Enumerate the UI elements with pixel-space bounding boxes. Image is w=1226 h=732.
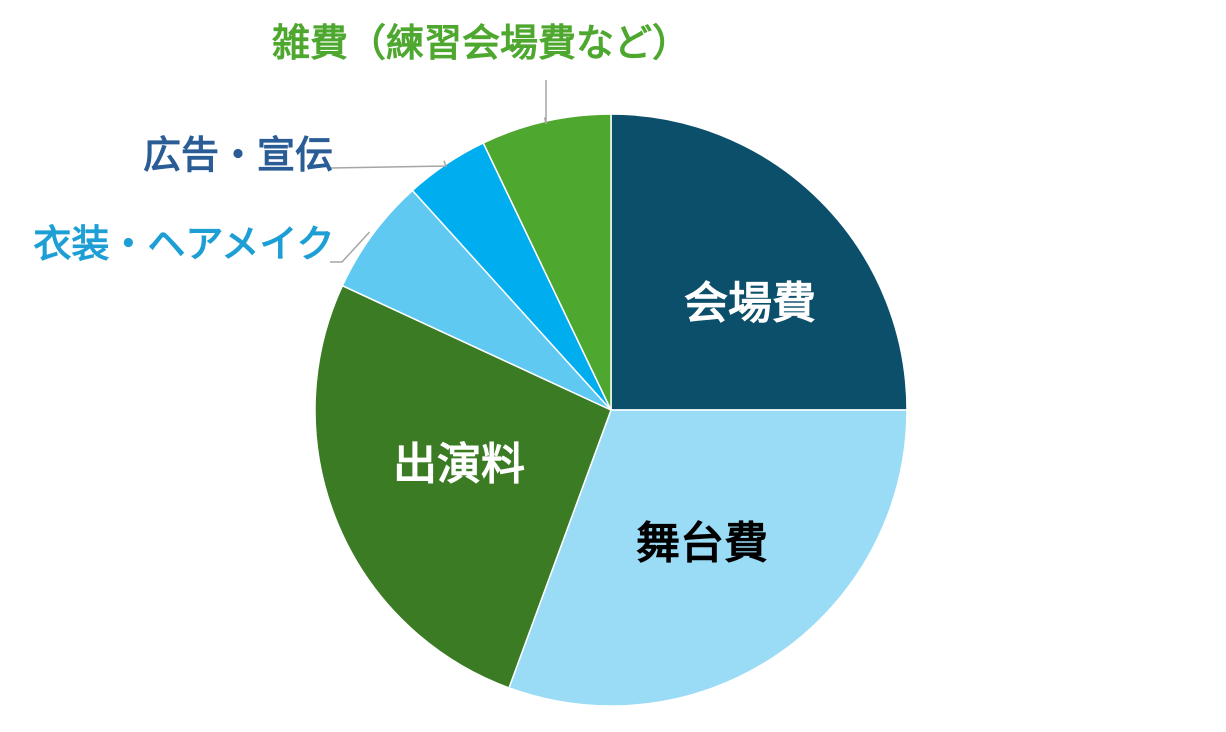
slice-costume <box>341 189 612 411</box>
label-costume: 衣装・ヘアメイク <box>33 222 334 266</box>
leader-lines <box>329 80 547 263</box>
label-advertising: 広告・宣伝 <box>143 133 333 177</box>
slice-venue <box>610 113 908 411</box>
slice-labels: 会場費 舞台費 出演料 衣装・ヘアメイク 広告・宣伝 雑費（練習会場費など） <box>33 21 816 569</box>
pie-slices <box>314 113 908 707</box>
label-performers: 出演料 <box>393 439 525 490</box>
slice-stage <box>508 409 908 707</box>
label-venue: 会場費 <box>684 278 816 329</box>
leader-line-misc <box>543 80 547 125</box>
leader-line-costume <box>330 231 370 263</box>
label-misc: 雑費（練習会場費など） <box>271 21 690 65</box>
slice-performers <box>314 284 612 689</box>
label-stage: 舞台費 <box>636 518 768 569</box>
leader-line-advertising <box>329 160 448 169</box>
